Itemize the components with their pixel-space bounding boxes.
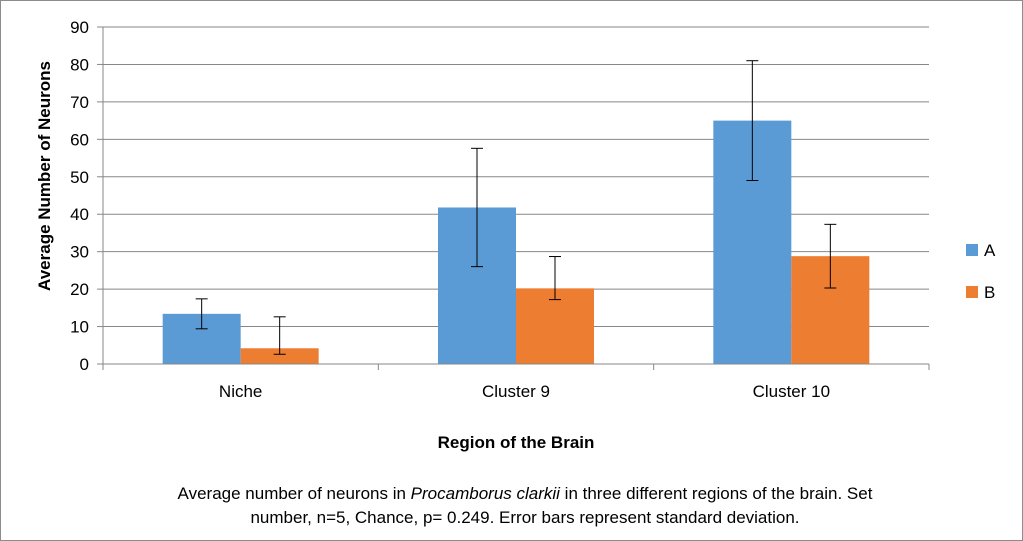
y-tick-label-40: 40	[70, 205, 89, 224]
category-label-1: Cluster 9	[482, 382, 550, 401]
caption-line-2: number, n=5, Chance, p= 0.249. Error bar…	[250, 508, 800, 527]
category-labels: Niche Cluster 9 Cluster 10	[219, 382, 830, 401]
caption-line-1: Average number of neurons in Procamborus…	[60, 482, 990, 506]
legend-label-A: A	[984, 241, 996, 260]
caption-line1-suffix: in three different regions of the brain.…	[559, 484, 873, 503]
category-label-0: Niche	[219, 382, 262, 401]
y-tick-label-50: 50	[70, 168, 89, 187]
bar-B-0	[240, 348, 319, 364]
y-tick-label-90: 90	[70, 18, 89, 37]
y-tick-label-70: 70	[70, 93, 89, 112]
category-label-2: Cluster 10	[753, 382, 830, 401]
bars	[162, 120, 870, 364]
legend-swatch-A	[966, 244, 978, 256]
y-tick-label-60: 60	[70, 130, 89, 149]
legend-swatch-B	[966, 286, 978, 298]
y-tick-label-0: 0	[80, 355, 89, 374]
caption-species: Procamborus clarkii	[410, 484, 560, 503]
y-tick-label-30: 30	[70, 243, 89, 262]
y-tick-label-10: 10	[70, 318, 89, 337]
legend-label-B: B	[984, 283, 995, 302]
y-tick-labels: 0 10 20 30 40 50 60 70 80 90	[70, 18, 89, 374]
y-tick-label-20: 20	[70, 280, 89, 299]
error-bars	[195, 60, 837, 355]
caption-prefix: Average number of neurons in	[177, 484, 411, 503]
figure-caption: Average number of neurons in Procamborus…	[60, 482, 990, 530]
y-axis-title: Average Number of Neurons	[35, 61, 54, 291]
legend: AB	[966, 241, 996, 302]
y-tick-label-80: 80	[70, 55, 89, 74]
bar-B-1	[516, 288, 594, 364]
x-axis-title: Region of the Brain	[438, 433, 595, 452]
axes	[102, 27, 930, 370]
